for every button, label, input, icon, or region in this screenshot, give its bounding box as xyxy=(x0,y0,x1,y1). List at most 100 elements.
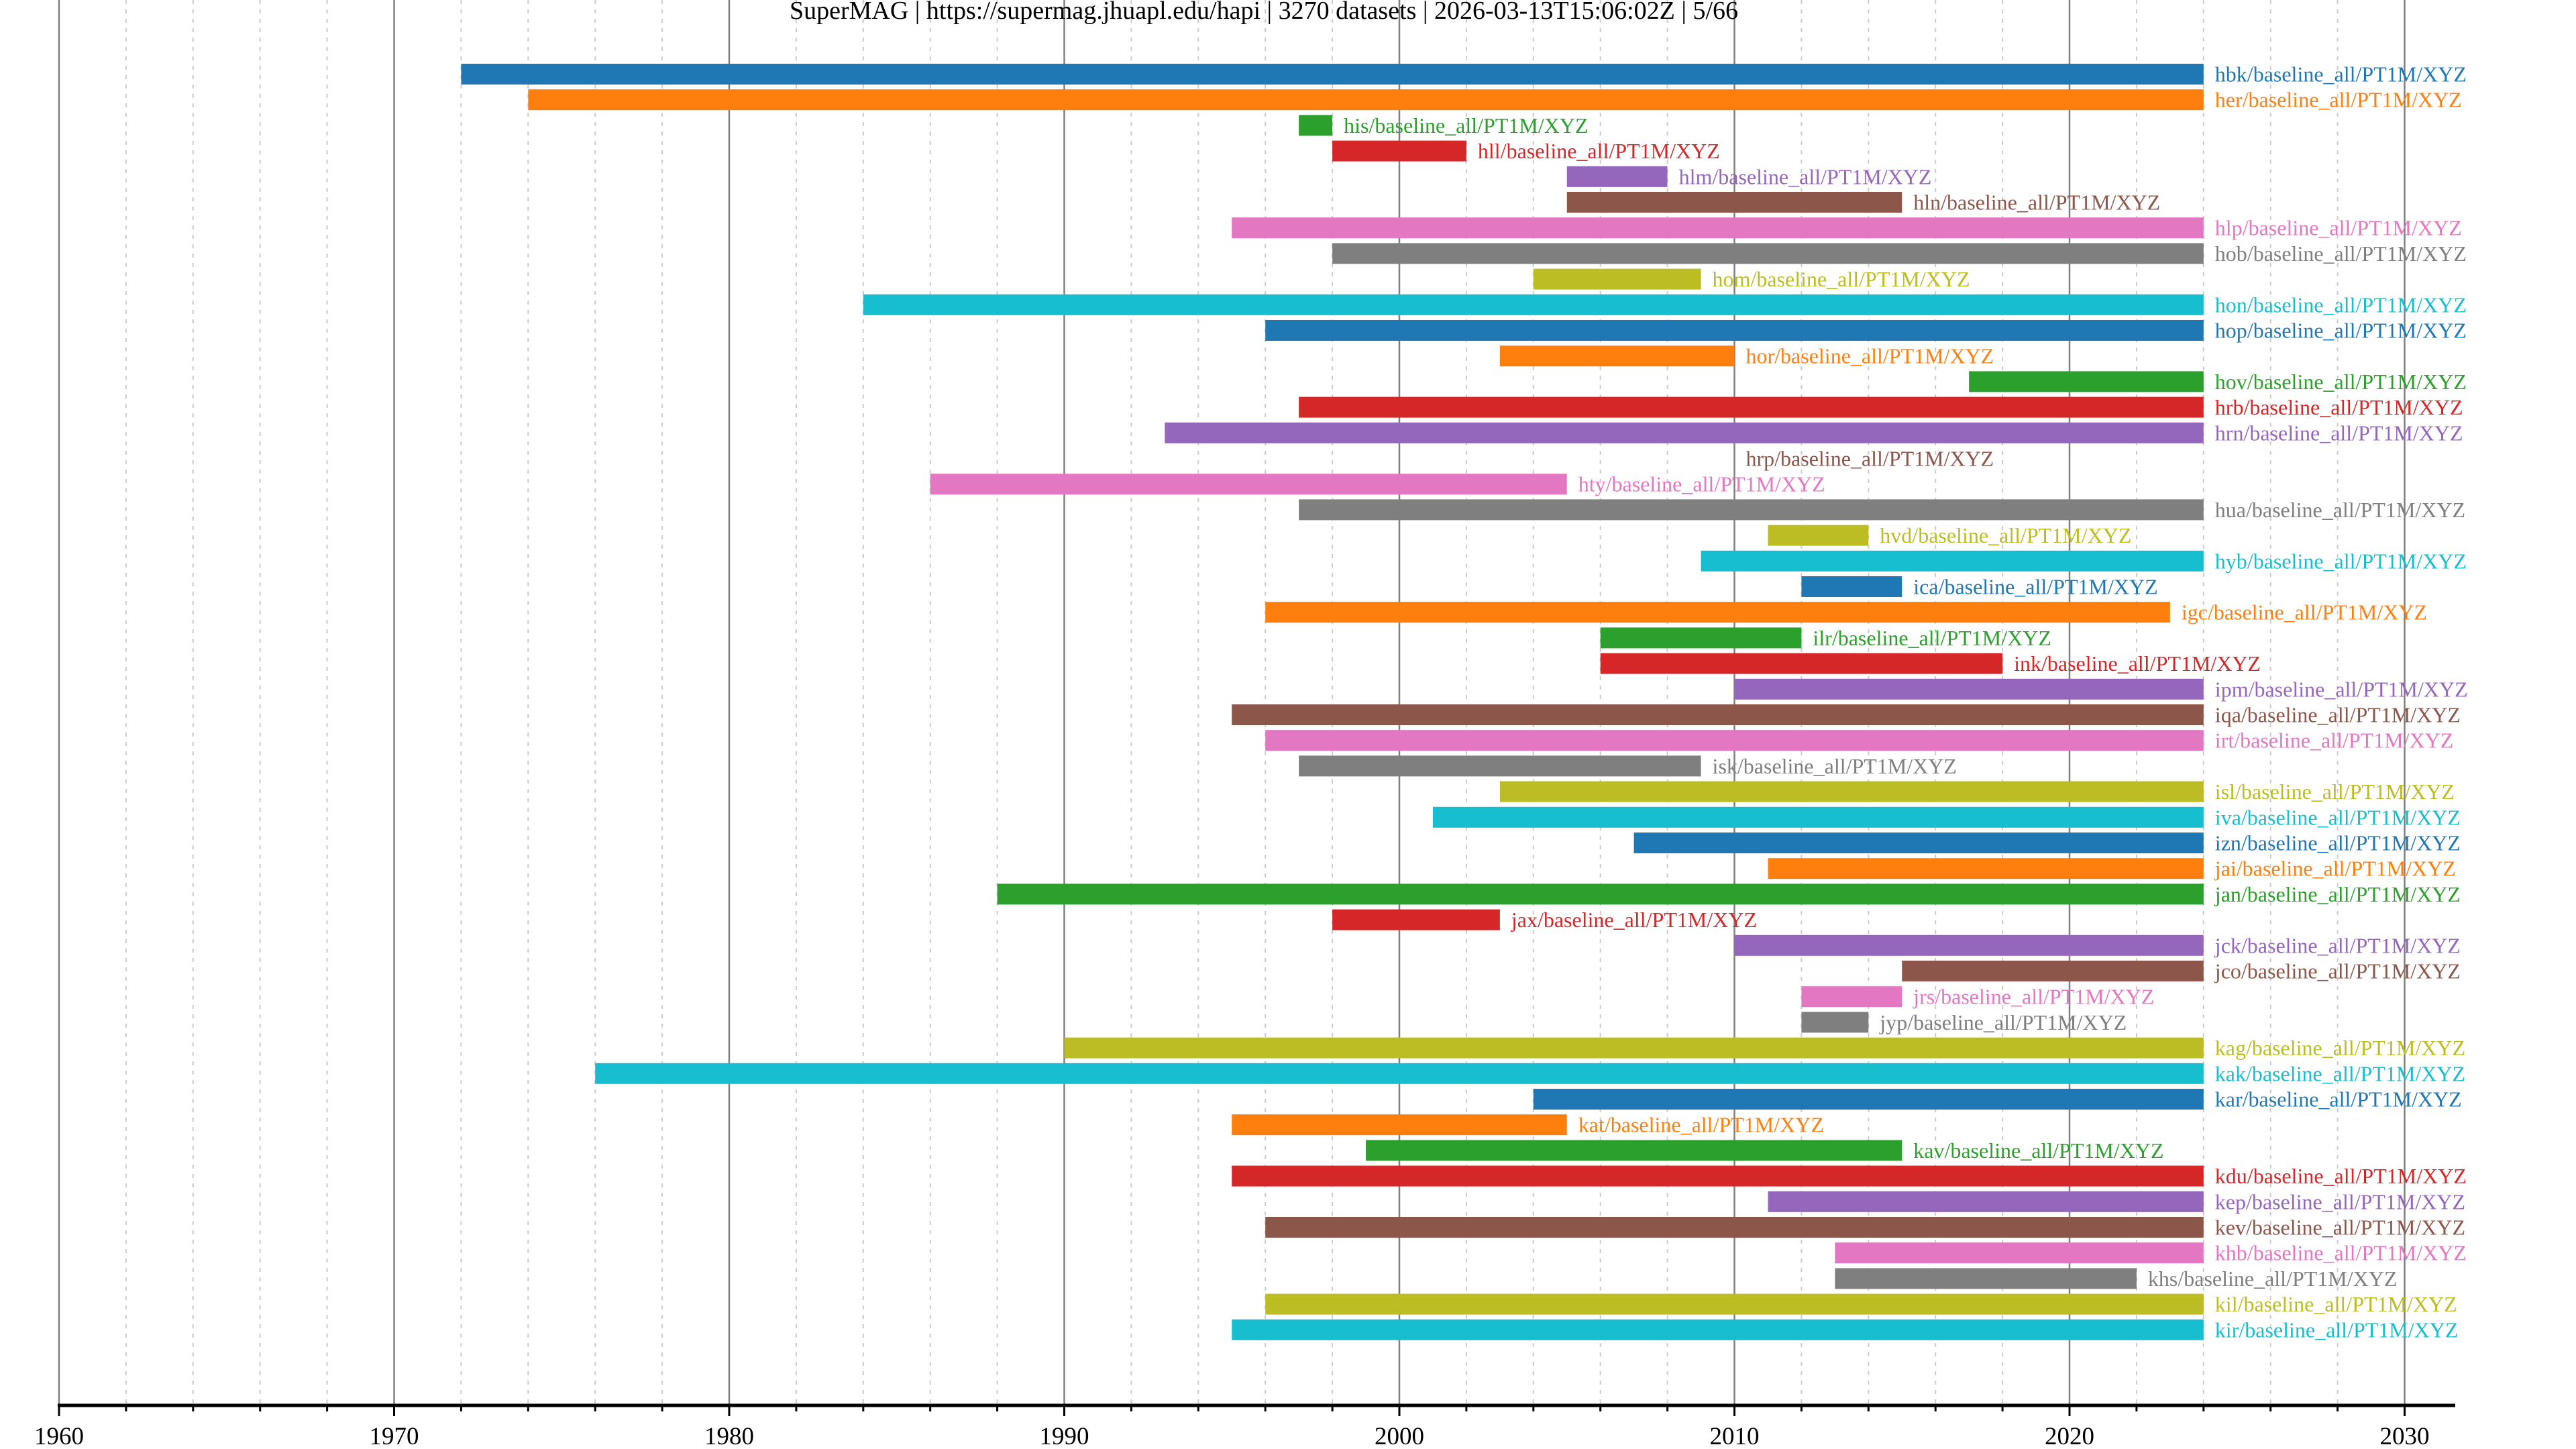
timeline-bar xyxy=(1432,806,2204,828)
timeline-bar xyxy=(1600,653,2003,674)
bar-label: jyp/baseline_all/PT1M/XYZ xyxy=(1879,1010,2127,1034)
timeline-bar xyxy=(1299,396,2204,418)
timeline-bar xyxy=(1265,1217,2204,1238)
timeline-bar xyxy=(1701,550,2204,572)
timeline-bar xyxy=(1499,345,1735,367)
bar-label: jai/baseline_all/PT1M/XYZ xyxy=(2214,857,2456,881)
timeline-bar xyxy=(1835,1268,2137,1289)
bar-label: iqa/baseline_all/PT1M/XYZ xyxy=(2215,703,2461,727)
bar-label: his/baseline_all/PT1M/XYZ xyxy=(1344,113,1588,138)
bar-label: kag/baseline_all/PT1M/XYZ xyxy=(2215,1036,2465,1060)
x-tick-label: 1960 xyxy=(34,1423,84,1449)
timeline-bar xyxy=(1499,781,2204,802)
bar-label: hrp/baseline_all/PT1M/XYZ xyxy=(1746,447,1994,471)
bar-label: irt/baseline_all/PT1M/XYZ xyxy=(2215,729,2454,753)
timeline-bar xyxy=(1801,986,1902,1008)
timeline-bar xyxy=(1299,115,1333,136)
timeline-bar xyxy=(461,64,2204,85)
bar-label: ilr/baseline_all/PT1M/XYZ xyxy=(1813,626,2051,650)
timeline-bar xyxy=(1801,1012,1869,1033)
bar-label: hov/baseline_all/PT1M/XYZ xyxy=(2215,370,2467,394)
bar-label: hrn/baseline_all/PT1M/XYZ xyxy=(2215,421,2463,445)
bar-label: ink/baseline_all/PT1M/XYZ xyxy=(2014,651,2261,676)
timeline-bar xyxy=(528,89,2204,111)
timeline-bar xyxy=(1299,755,1701,777)
timeline-bar xyxy=(1232,1319,2204,1340)
timeline-bar xyxy=(1232,1114,1567,1136)
bar-label: hvd/baseline_all/PT1M/XYZ xyxy=(1880,523,2131,547)
timeline-bar xyxy=(1265,730,2204,751)
timeline-bar xyxy=(1332,140,1466,162)
bar-label: hlp/baseline_all/PT1M/XYZ xyxy=(2215,216,2462,240)
x-axis: 1960 1970 1980 1990 2000 2010 2020 2030 xyxy=(34,1403,2455,1449)
timeline-bar xyxy=(930,474,1567,495)
bar-label: hbk/baseline_all/PT1M/XYZ xyxy=(2215,62,2467,87)
x-tick-label: 1970 xyxy=(370,1423,419,1449)
bar-label: hrb/baseline_all/PT1M/XYZ xyxy=(2215,395,2463,419)
timeline-bar xyxy=(1232,217,2204,239)
bar-label: hor/baseline_all/PT1M/XYZ xyxy=(1746,344,1994,368)
bar-label: hln/baseline_all/PT1M/XYZ xyxy=(1913,191,2160,215)
bar-label: kil/baseline_all/PT1M/XYZ xyxy=(2215,1292,2457,1316)
bar-label: hty/baseline_all/PT1M/XYZ xyxy=(1578,472,1825,496)
bar-label: kar/baseline_all/PT1M/XYZ xyxy=(2215,1087,2462,1112)
timeline-bar xyxy=(1566,166,1668,187)
timeline-bar xyxy=(1232,704,2204,725)
bar-label: jax/baseline_all/PT1M/XYZ xyxy=(1511,908,1757,932)
timeline-bar xyxy=(1600,627,1802,649)
timeline-bar xyxy=(1533,268,1701,290)
bar-label: hom/baseline_all/PT1M/XYZ xyxy=(1713,267,1970,291)
x-tick-label: 2010 xyxy=(1710,1423,1760,1449)
x-tick-label: 1980 xyxy=(704,1423,754,1449)
x-tick-label: 2000 xyxy=(1375,1423,1424,1449)
bar-label: iva/baseline_all/PT1M/XYZ xyxy=(2215,805,2461,829)
timeline-bar xyxy=(1969,371,2204,392)
bar-label: hll/baseline_all/PT1M/XYZ xyxy=(1478,139,1720,163)
timeline-bar xyxy=(1533,1089,2204,1110)
bar-label: khb/baseline_all/PT1M/XYZ xyxy=(2215,1241,2467,1265)
bar-label: kak/baseline_all/PT1M/XYZ xyxy=(2215,1061,2465,1085)
timeline-bar xyxy=(1299,499,2204,521)
x-tick-label: 2020 xyxy=(2045,1423,2094,1449)
timeline-bar xyxy=(1332,243,2204,264)
x-tick-label: 1990 xyxy=(1040,1423,1089,1449)
timeline-bar xyxy=(1734,678,2204,700)
bar-label: khs/baseline_all/PT1M/XYZ xyxy=(2148,1267,2398,1291)
timeline-bar xyxy=(863,294,2204,315)
bar-label: her/baseline_all/PT1M/XYZ xyxy=(2215,88,2462,112)
bar-label: hua/baseline_all/PT1M/XYZ xyxy=(2215,498,2465,522)
bar-label: kav/baseline_all/PT1M/XYZ xyxy=(1913,1138,2163,1163)
bar-label: kat/baseline_all/PT1M/XYZ xyxy=(1578,1113,1824,1137)
bar-label: hon/baseline_all/PT1M/XYZ xyxy=(2215,292,2467,317)
bar-label: kdu/baseline_all/PT1M/XYZ xyxy=(2215,1164,2467,1188)
bar-label: kir/baseline_all/PT1M/XYZ xyxy=(2215,1318,2459,1342)
timeline-bar xyxy=(1633,833,2204,853)
timeline-bar xyxy=(1801,576,1902,597)
bar-label: isk/baseline_all/PT1M/XYZ xyxy=(1713,754,1957,778)
bar-label: jck/baseline_all/PT1M/XYZ xyxy=(2214,933,2461,957)
chart-title: SuperMAG | https://supermag.jhuapl.edu/h… xyxy=(790,0,1738,25)
bar-label: hop/baseline_all/PT1M/XYZ xyxy=(2215,319,2467,343)
timeline-bar xyxy=(1165,422,2204,443)
bar-label: jrs/baseline_all/PT1M/XYZ xyxy=(1913,985,2154,1009)
bars xyxy=(461,64,2204,1340)
bar-label: ica/baseline_all/PT1M/XYZ xyxy=(1913,575,2157,599)
bar-label: ipm/baseline_all/PT1M/XYZ xyxy=(2215,677,2468,701)
timeline-bar xyxy=(1332,909,1500,930)
x-tick-label: 2030 xyxy=(2380,1423,2430,1449)
bar-label: hlm/baseline_all/PT1M/XYZ xyxy=(1679,164,1932,189)
timeline-bar xyxy=(1265,602,2170,623)
timeline-bar xyxy=(997,883,2204,905)
timeline-bar xyxy=(1902,961,2204,981)
bar-label: izn/baseline_all/PT1M/XYZ xyxy=(2215,831,2461,855)
timeline-bar xyxy=(1064,1037,2204,1059)
bar-label: igc/baseline_all/PT1M/XYZ xyxy=(2182,600,2427,625)
bar-label: hyb/baseline_all/PT1M/XYZ xyxy=(2215,549,2467,573)
timeline-bar xyxy=(1768,1191,2204,1212)
bar-label: hob/baseline_all/PT1M/XYZ xyxy=(2215,241,2467,266)
bar-labels: hbk/baseline_all/PT1M/XYZher/baseline_al… xyxy=(1344,62,2468,1342)
bar-label: kev/baseline_all/PT1M/XYZ xyxy=(2215,1216,2465,1240)
timeline-bar xyxy=(1566,192,1902,213)
timeline-bar xyxy=(1366,1140,1902,1161)
